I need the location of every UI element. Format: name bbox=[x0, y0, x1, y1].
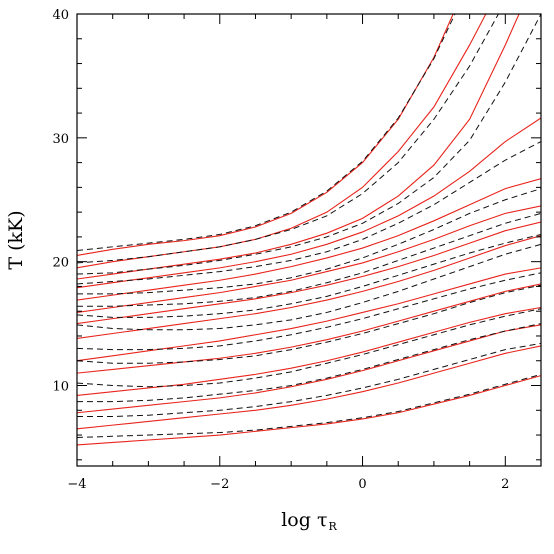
x-tick-label: −4 bbox=[67, 477, 86, 492]
plot-frame bbox=[76, 13, 542, 467]
x-axis-label: log τR bbox=[281, 509, 337, 533]
dashed-curve-11 bbox=[77, 212, 541, 307]
y-tick-label: 20 bbox=[52, 256, 69, 271]
curves-group bbox=[77, 14, 541, 446]
y-tick-label: 10 bbox=[52, 380, 69, 395]
dashed-curve-23 bbox=[77, 323, 541, 403]
dashed-curve-17 bbox=[77, 272, 541, 351]
dashed-curve-3 bbox=[77, 14, 500, 264]
tick-labels-group: −4 −2 0 2 10 20 30 40 bbox=[52, 8, 509, 492]
dashed-curve-9 bbox=[77, 188, 541, 295]
solid-curve-4 bbox=[77, 14, 520, 280]
x-tick-label: −2 bbox=[210, 477, 229, 492]
solid-curve-10 bbox=[77, 205, 541, 313]
dashed-curve-19 bbox=[77, 284, 541, 364]
solid-curve-16 bbox=[77, 267, 541, 362]
dashed-curve-25 bbox=[77, 342, 541, 417]
dashed-curve-27 bbox=[77, 373, 541, 439]
ticks-group bbox=[76, 13, 542, 466]
solid-curve-18 bbox=[77, 283, 541, 374]
dashed-curve-7 bbox=[77, 141, 541, 285]
dashed-curve-21 bbox=[77, 308, 541, 388]
solid-curve-6 bbox=[77, 117, 541, 289]
solid-curve-8 bbox=[77, 178, 541, 301]
x-axis-label-main: log τ bbox=[281, 509, 327, 531]
x-tick-label: 2 bbox=[501, 477, 509, 492]
solid-curve-12 bbox=[77, 221, 541, 325]
solid-curve-24 bbox=[77, 345, 541, 430]
x-tick-label: 0 bbox=[358, 477, 366, 492]
x-axis-label-subscript: R bbox=[328, 520, 337, 533]
solid-curve-14 bbox=[77, 235, 541, 339]
dashed-curve-15 bbox=[77, 243, 541, 331]
y-tick-label: 30 bbox=[52, 132, 69, 147]
y-axis-label: T (kK) bbox=[5, 210, 27, 269]
solid-curve-22 bbox=[77, 324, 541, 414]
solid-curve-26 bbox=[77, 375, 541, 446]
solid-curve-20 bbox=[77, 306, 541, 396]
dashed-curve-1 bbox=[77, 14, 456, 252]
dashed-curve-13 bbox=[77, 233, 541, 318]
dashed-curve-5 bbox=[77, 14, 541, 275]
y-tick-label: 40 bbox=[52, 8, 69, 23]
